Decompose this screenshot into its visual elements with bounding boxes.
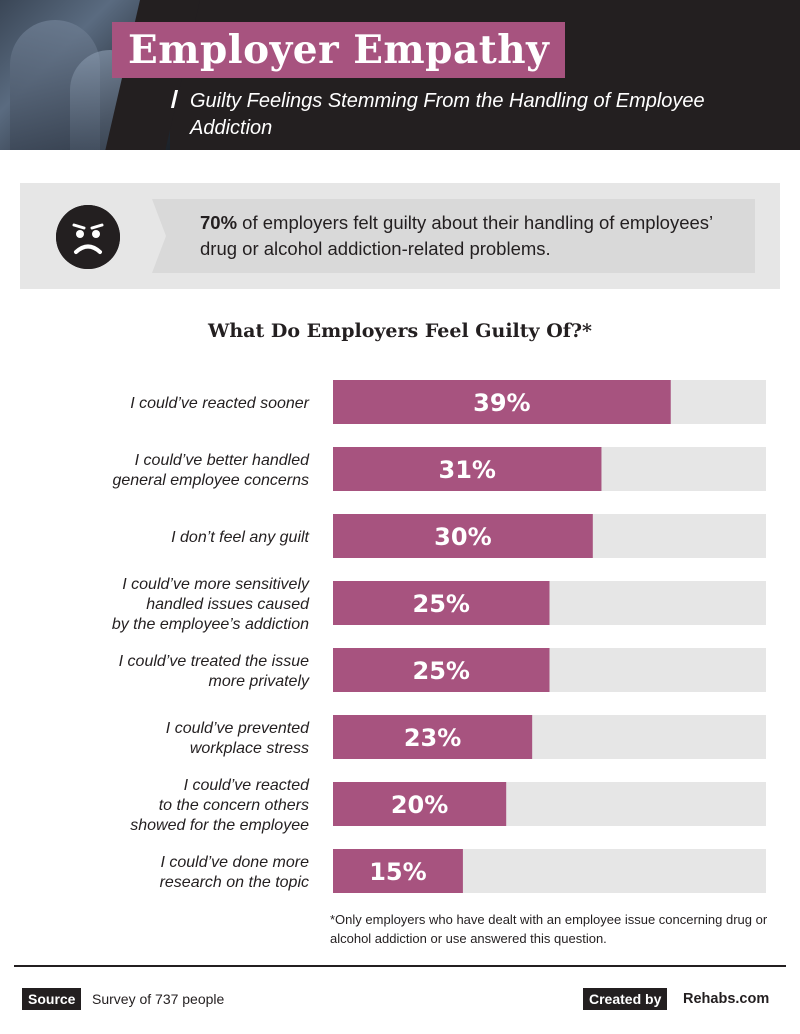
bar xyxy=(333,849,463,893)
bar-value-label: 25% xyxy=(413,657,470,685)
footnote: *Only employers who have dealt with an e… xyxy=(330,912,768,946)
bar xyxy=(333,447,602,491)
page-subtitle: Guilty Feelings Stemming From the Handli… xyxy=(190,90,705,139)
created-by-label: Created by xyxy=(583,988,668,1010)
bar xyxy=(333,380,671,424)
bar-chart: 39% I could’ve reacted sooner 31% I could’v… xyxy=(112,380,766,893)
category-label: I could’ve prevented workplace stress xyxy=(166,720,310,757)
bar xyxy=(333,715,533,759)
bar-value-label: 25% xyxy=(413,590,470,618)
bar xyxy=(333,514,593,558)
header-banner: Employer Empathy Guilty Feelings Stemmin… xyxy=(0,0,800,150)
sad-face-icon xyxy=(56,205,120,269)
stat-body: of employers felt guilty about their han… xyxy=(200,212,713,259)
category-label: I could’ve reacted sooner xyxy=(130,395,309,412)
footer-divider xyxy=(14,965,786,967)
source-label: Source xyxy=(22,988,82,1010)
stat-text: 70% of employers felt guilty about their… xyxy=(200,210,740,262)
category-label: I don’t feel any guilt xyxy=(171,529,309,546)
category-label: I could’ve reacted to the concern others s… xyxy=(130,777,310,834)
stat-highlight: 70% xyxy=(200,212,238,233)
bar xyxy=(333,648,550,692)
page-title: Employer Empathy xyxy=(128,27,550,73)
bar xyxy=(333,782,507,826)
chart-title: What Do Employers Feel Guilty Of?* xyxy=(208,320,592,342)
bar-value-label: 30% xyxy=(434,523,491,551)
category-label: I could’ve treated the issue more private… xyxy=(119,653,310,690)
bar-value-label: 39% xyxy=(473,389,530,417)
category-label: I could’ve better handled general employe… xyxy=(112,452,310,489)
bar xyxy=(333,581,550,625)
brand-logo: Rehabs.com xyxy=(683,991,770,1007)
bar-value-label: 23% xyxy=(404,724,461,752)
category-label: I could’ve more sensitively handled issue… xyxy=(112,576,310,633)
bar-value-label: 15% xyxy=(369,858,426,886)
category-label: I could’ve done more research on the topi… xyxy=(160,854,310,891)
bar-value-label: 20% xyxy=(391,791,448,819)
bar-value-label: 31% xyxy=(439,456,496,484)
title-box: Employer Empathy xyxy=(112,22,566,78)
stat-callout: 70% of employers felt guilty about their… xyxy=(20,183,780,289)
source-text: Survey of 737 people xyxy=(92,991,225,1007)
